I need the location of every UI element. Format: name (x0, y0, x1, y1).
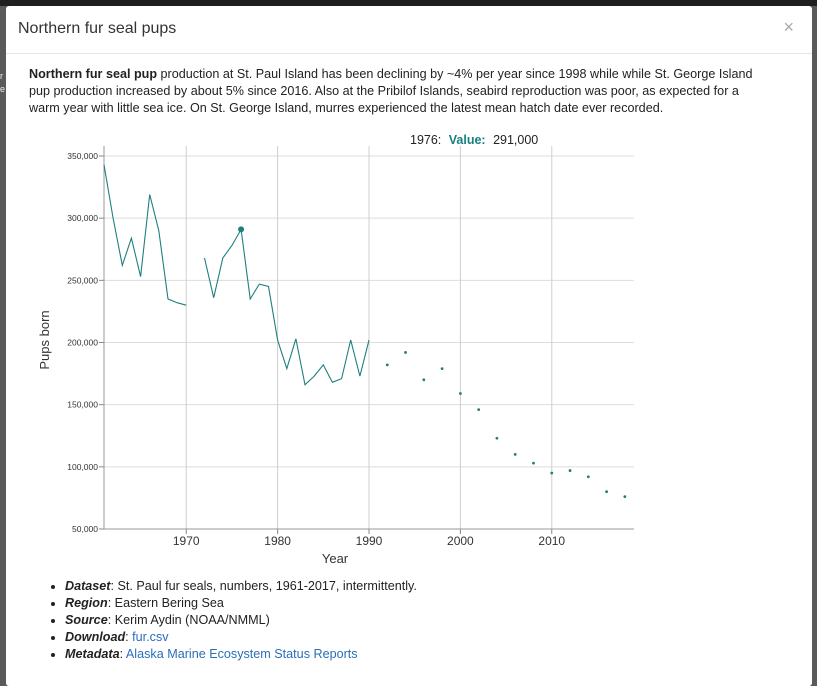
y-tick-label: 200,000 (67, 338, 98, 348)
info-metadata: Metadata: Alaska Marine Ecosystem Status… (65, 646, 417, 663)
modal-header: Northern fur seal pups × (6, 6, 812, 54)
data-point (477, 408, 481, 412)
data-point (605, 490, 608, 494)
data-point (404, 351, 407, 354)
data-point (550, 471, 554, 475)
data-point (513, 453, 517, 456)
x-tick-label: 1980 (264, 534, 291, 548)
series (103, 164, 627, 499)
y-axis-label: Pups born (37, 310, 52, 369)
x-tick-label: 2010 (538, 534, 565, 548)
y-tick-label: 50,000 (72, 524, 98, 534)
tooltip-label: Value: (449, 133, 486, 147)
info-region: Region: Eastern Bering Sea (65, 595, 417, 612)
pups-chart[interactable]: 50,000 100,000 150,000 200,000 250,000 300,00… (30, 128, 650, 573)
data-point (440, 367, 444, 371)
y-tick-label: 350,000 (67, 151, 98, 161)
grid (104, 146, 634, 530)
y-tick-label: 250,000 (67, 275, 98, 285)
series-line (203, 227, 370, 386)
background-top-bar (0, 0, 817, 6)
close-button[interactable]: × (777, 16, 800, 39)
modal-title: Northern fur seal pups (18, 20, 177, 37)
x-tick-label: 1990 (356, 534, 383, 548)
data-point (458, 392, 462, 395)
data-point (385, 363, 389, 367)
data-point (495, 436, 499, 440)
description-lead: Northern fur seal pup (29, 67, 158, 81)
data-point (422, 378, 426, 382)
y-tick-label: 300,000 (67, 213, 98, 223)
info-download: Download: fur.csv (65, 629, 417, 646)
x-tick-label: 1970 (173, 534, 200, 548)
tooltip: 1976: Value: 291,000 (410, 133, 538, 147)
x-axis-label: Year (322, 551, 349, 566)
description: Northern fur seal pup production at St. … (29, 66, 769, 117)
description-text: production at St. Paul Island has been d… (29, 67, 753, 115)
x-tick-label: 2000 (447, 534, 474, 548)
highlight-point (238, 226, 245, 233)
data-point (568, 469, 572, 472)
y-tick-label: 100,000 (67, 462, 98, 472)
data-point (532, 461, 535, 465)
data-point (623, 495, 627, 499)
dataset-info-list: Dataset: St. Paul fur seals, numbers, 19… (47, 578, 417, 663)
metadata-link[interactable]: Alaska Marine Ecosystem Status Reports (125, 647, 358, 661)
series-line (103, 164, 187, 306)
info-dataset: Dataset: St. Paul fur seals, numbers, 19… (65, 578, 417, 595)
chart-container: 50,000 100,000 150,000 200,000 250,000 300,00… (30, 128, 650, 578)
y-tick-label: 150,000 (67, 400, 98, 410)
tooltip-year: 1976: (410, 133, 441, 147)
info-source: Source: Kerim Aydin (NOAA/NMML) (65, 612, 417, 629)
download-link[interactable]: fur.csv (132, 630, 169, 644)
background-side-text: r e (0, 71, 6, 94)
data-point (586, 475, 590, 479)
axes: 50,000 100,000 150,000 200,000 250,000 300,00… (67, 146, 634, 548)
tooltip-value: 291,000 (493, 133, 538, 147)
modal-dialog: Northern fur seal pups × (6, 6, 812, 686)
